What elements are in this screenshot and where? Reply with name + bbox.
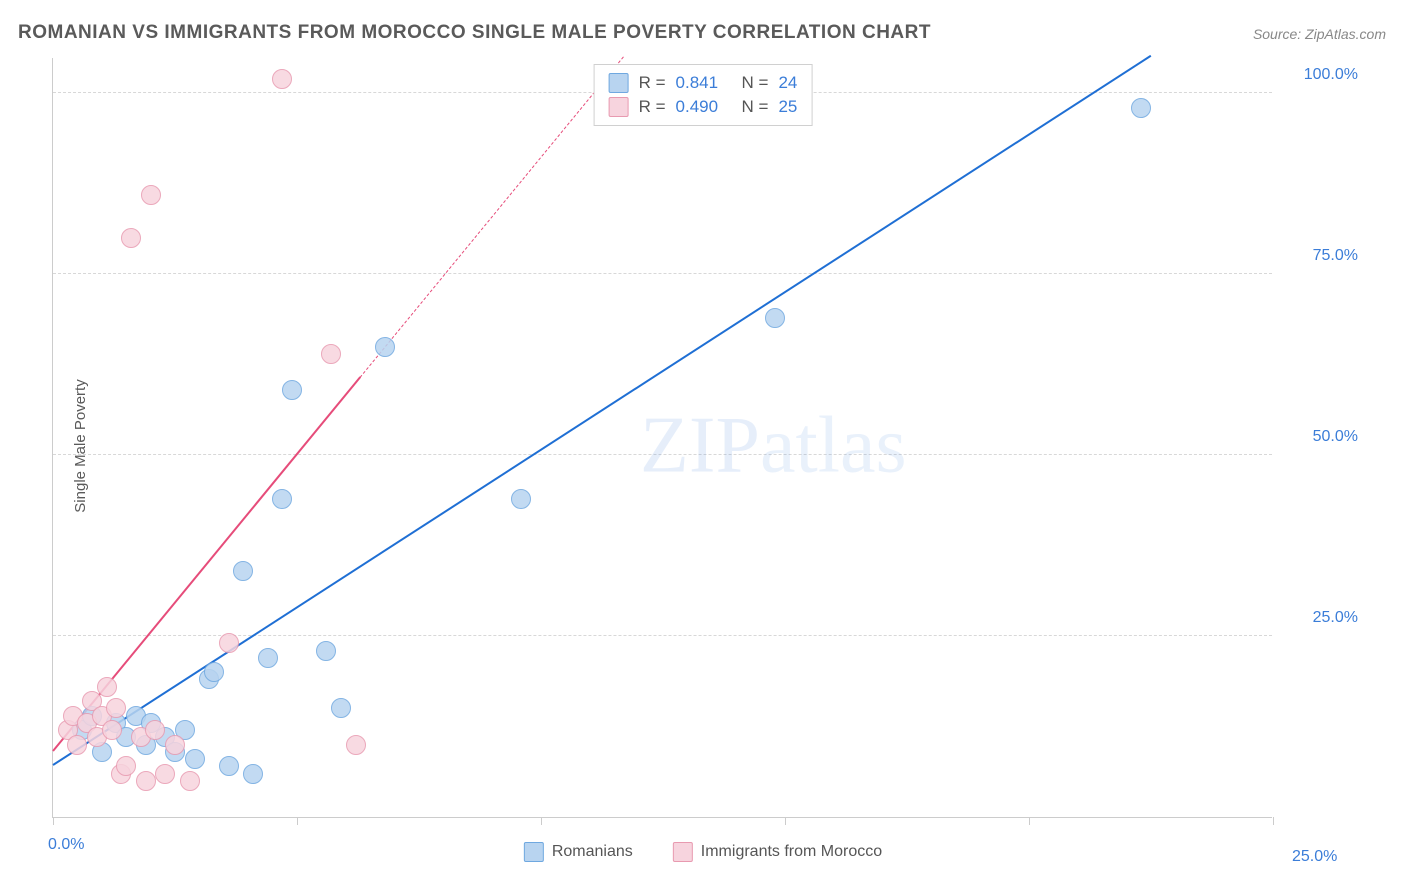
- legend-series-item: Romanians: [524, 842, 633, 862]
- data-point: [155, 764, 175, 784]
- legend-swatch: [609, 97, 629, 117]
- gridline: [53, 454, 1272, 455]
- x-tick: [53, 817, 54, 825]
- data-point: [346, 735, 366, 755]
- legend-r-value: 0.841: [676, 73, 732, 93]
- chart-title: ROMANIAN VS IMMIGRANTS FROM MOROCCO SING…: [18, 22, 931, 44]
- legend-swatch: [673, 842, 693, 862]
- data-point: [67, 735, 87, 755]
- legend-n-label: N =: [742, 97, 769, 117]
- legend-r-value: 0.490: [676, 97, 732, 117]
- data-point: [165, 735, 185, 755]
- y-tick-label: 50.0%: [1313, 428, 1358, 446]
- legend-series: Romanians Immigrants from Morocco: [524, 842, 882, 862]
- data-point: [145, 720, 165, 740]
- data-point: [1131, 98, 1151, 118]
- data-point: [331, 698, 351, 718]
- x-tick: [1029, 817, 1030, 825]
- x-tick: [1273, 817, 1274, 825]
- data-point: [321, 344, 341, 364]
- trend-line: [52, 55, 1151, 766]
- legend-r-label: R =: [639, 97, 666, 117]
- x-axis-max-label: 25.0%: [1292, 848, 1337, 866]
- data-point: [282, 380, 302, 400]
- legend-correlation: R = 0.841 N = 24 R = 0.490 N = 25: [594, 64, 813, 126]
- legend-r-label: R =: [639, 73, 666, 93]
- data-point: [116, 756, 136, 776]
- data-point: [97, 677, 117, 697]
- x-tick: [785, 817, 786, 825]
- data-point: [243, 764, 263, 784]
- legend-swatch: [609, 73, 629, 93]
- legend-series-label: Immigrants from Morocco: [701, 843, 882, 861]
- x-axis-origin-label: 0.0%: [48, 836, 84, 854]
- data-point: [272, 69, 292, 89]
- data-point: [272, 489, 292, 509]
- legend-series-item: Immigrants from Morocco: [673, 842, 882, 862]
- y-tick-label: 75.0%: [1313, 247, 1358, 265]
- legend-swatch: [524, 842, 544, 862]
- legend-row: R = 0.490 N = 25: [609, 95, 798, 119]
- data-point: [185, 749, 205, 769]
- y-tick-label: 100.0%: [1304, 66, 1358, 84]
- data-point: [102, 720, 122, 740]
- legend-series-label: Romanians: [552, 843, 633, 861]
- data-point: [233, 561, 253, 581]
- data-point: [180, 771, 200, 791]
- data-point: [258, 648, 278, 668]
- source-attribution: Source: ZipAtlas.com: [1253, 26, 1386, 42]
- x-tick: [541, 817, 542, 825]
- data-point: [316, 641, 336, 661]
- x-tick: [297, 817, 298, 825]
- data-point: [121, 228, 141, 248]
- data-point: [511, 489, 531, 509]
- legend-n-value: 24: [778, 73, 797, 93]
- data-point: [219, 633, 239, 653]
- legend-row: R = 0.841 N = 24: [609, 71, 798, 95]
- data-point: [765, 308, 785, 328]
- legend-n-value: 25: [778, 97, 797, 117]
- data-point: [141, 185, 161, 205]
- y-tick-label: 25.0%: [1313, 609, 1358, 627]
- gridline: [53, 273, 1272, 274]
- data-point: [204, 662, 224, 682]
- plot-area: 25.0%50.0%75.0%100.0%: [52, 58, 1272, 818]
- trend-line: [360, 56, 624, 377]
- legend-n-label: N =: [742, 73, 769, 93]
- data-point: [136, 771, 156, 791]
- data-point: [219, 756, 239, 776]
- data-point: [375, 337, 395, 357]
- data-point: [106, 698, 126, 718]
